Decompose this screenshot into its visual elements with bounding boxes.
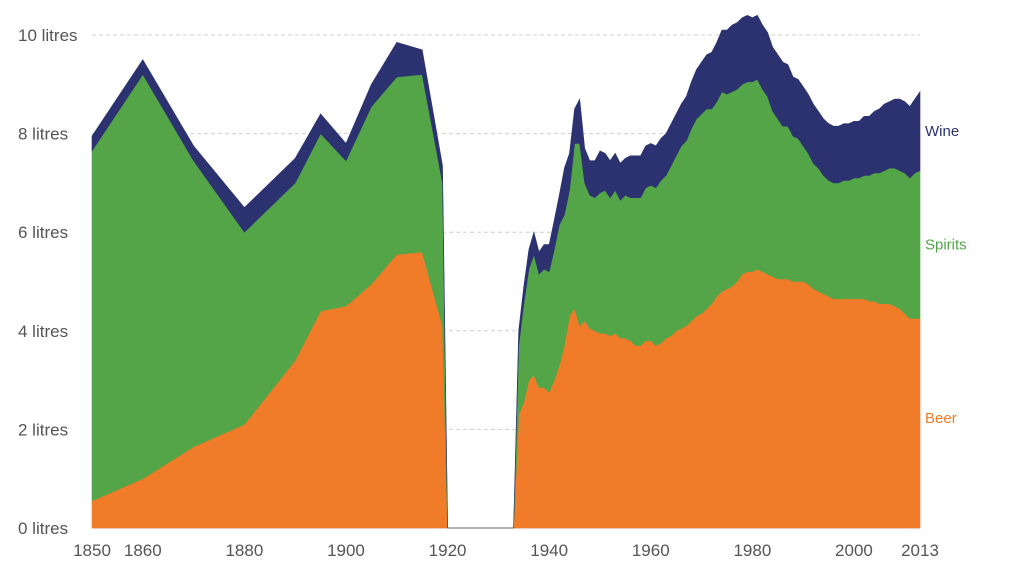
x-tick-label-2013: 2013 (901, 541, 939, 560)
y-tick-label-6: 6 litres (18, 223, 68, 242)
x-tick-label-1960: 1960 (632, 541, 670, 560)
series-label-beer: Beer (925, 410, 957, 427)
x-axis-ticks: 1850 1860 1880 1900 1920 1940 1960 1980 2000 2013 (73, 541, 939, 560)
area-wine (91, 14, 921, 529)
x-tick-label-1850: 1850 (73, 541, 111, 560)
y-tick-label-2: 2 litres (18, 420, 68, 439)
series-labels: Beer Spirits Wine (925, 123, 967, 427)
y-tick-label-4: 4 litres (18, 322, 68, 341)
x-tick-label-1880: 1880 (225, 541, 263, 560)
x-tick-label-1860: 1860 (124, 541, 162, 560)
y-axis-ticks: 0 litres 2 litres 4 litres 6 litres 8 litres… (18, 26, 78, 538)
y-tick-label-10: 10 litres (18, 26, 78, 45)
series-label-spirits: Spirits (925, 237, 967, 254)
y-tick-label-0: 0 litres (18, 519, 68, 538)
stacked-areas (91, 14, 921, 529)
x-tick-label-1940: 1940 (530, 541, 568, 560)
y-tick-label-8: 8 litres (18, 125, 68, 144)
x-tick-label-2000: 2000 (835, 541, 873, 560)
x-tick-label-1900: 1900 (327, 541, 365, 560)
x-tick-label-1980: 1980 (733, 541, 771, 560)
series-label-wine: Wine (925, 123, 959, 140)
x-tick-label-1920: 1920 (429, 541, 467, 560)
